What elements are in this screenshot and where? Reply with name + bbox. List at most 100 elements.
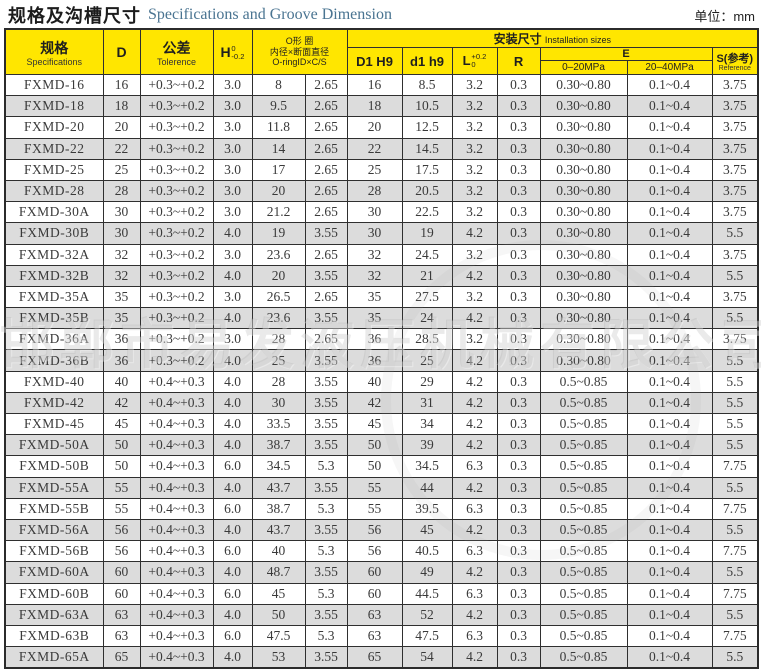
cell-tolerance: +0.3~+0.2 (139, 137, 214, 160)
cell-e-20-40mpa: 0.1~0.4 (626, 264, 713, 287)
cell-e-20-40mpa: 0.1~0.4 (626, 624, 713, 648)
cell-d1-h9-small: 28.5 (401, 328, 453, 351)
cell-e-0-20mpa: 0.30~0.80 (539, 264, 628, 287)
cell-d: 45 (102, 412, 141, 436)
cell-d1-h9-small: 39 (401, 434, 453, 457)
cell-d: 16 (102, 73, 141, 97)
col-header-oring: O形 圈 内径×断面直径 O-ringID×C/S (251, 28, 348, 75)
cell-d1-h9: 35 (346, 285, 403, 309)
unit-label: 单位：mm (694, 8, 755, 24)
table-row: FXMD-30A 30 +0.3~+0.2 3.0 21.2 2.65 30 22.5 3.2 0… (4, 201, 759, 224)
cell-oring-id: 28 (251, 328, 306, 351)
cell-oring-cs: 3.55 (304, 222, 348, 245)
cell-e-0-20mpa: 0.30~0.80 (539, 328, 628, 351)
col-header-d: D (102, 28, 141, 75)
cell-h: 6.0 (212, 540, 253, 563)
cell-d1-h9: 40 (346, 370, 403, 393)
cell-r: 0.3 (496, 222, 541, 245)
cell-tolerance: +0.4~+0.3 (139, 412, 214, 436)
s-label-en: Reference (718, 65, 751, 72)
cell-r: 0.3 (496, 370, 541, 393)
cell-r: 0.3 (496, 561, 541, 584)
cell-d: 40 (102, 370, 141, 393)
cell-s-ref: 5.5 (711, 476, 759, 499)
table-row: FXMD-65A 65 +0.4~+0.3 4.0 53 3.55 65 54 4.2 0.3 0.… (4, 646, 759, 669)
cell-h: 4.0 (212, 646, 253, 669)
table-row: FXMD-32A 32 +0.3~+0.2 3.0 23.6 2.65 32 24.5 3.2 0… (4, 243, 759, 266)
table-row: FXMD-25 25 +0.3~+0.2 3.0 17 2.65 25 17.5 3.2 0.3 0… (4, 158, 759, 181)
cell-oring-cs: 3.55 (304, 518, 348, 542)
cell-h: 3.0 (212, 116, 253, 139)
cell-spec: FXMD-60A (4, 561, 104, 584)
cell-r: 0.3 (496, 95, 541, 118)
cell-oring-id: 53 (251, 646, 306, 669)
cell-d1-h9: 18 (346, 95, 403, 118)
cell-oring-cs: 2.65 (304, 137, 348, 160)
cell-e-0-20mpa: 0.5~0.85 (539, 434, 628, 457)
cell-l: 6.3 (451, 582, 498, 605)
cell-oring-cs: 2.65 (304, 73, 348, 97)
cell-l: 3.2 (451, 116, 498, 139)
cell-h: 3.0 (212, 201, 253, 224)
cell-d1-h9-small: 31 (401, 391, 453, 415)
cell-d1-h9: 28 (346, 179, 403, 203)
cell-r: 0.3 (496, 476, 541, 499)
cell-r: 0.3 (496, 73, 541, 97)
cell-oring-cs: 5.3 (304, 497, 348, 520)
cell-d: 28 (102, 179, 141, 203)
cell-oring-cs: 3.55 (304, 603, 348, 626)
table-row: FXMD-55B 55 +0.4~+0.3 6.0 38.7 5.3 55 39.5 6.3 0.… (4, 497, 759, 520)
cell-l: 4.2 (451, 307, 498, 330)
cell-e-0-20mpa: 0.30~0.80 (539, 243, 628, 266)
table-row: FXMD-35A 35 +0.3~+0.2 3.0 26.5 2.65 35 27.5 3.2 0… (4, 285, 759, 309)
cell-e-20-40mpa: 0.1~0.4 (626, 646, 713, 669)
cell-oring-cs: 3.55 (304, 391, 348, 415)
cell-spec: FXMD-30A (4, 201, 104, 224)
cell-r: 0.3 (496, 434, 541, 457)
cell-l: 4.2 (451, 391, 498, 415)
cell-tolerance: +0.3~+0.2 (139, 349, 214, 372)
cell-d1-h9-small: 17.5 (401, 158, 453, 181)
col-header-l: L +0.2 0 (451, 47, 498, 75)
cell-e-20-40mpa: 0.1~0.4 (626, 285, 713, 309)
cell-e-20-40mpa: 0.1~0.4 (626, 518, 713, 542)
cell-e-0-20mpa: 0.30~0.80 (539, 179, 628, 203)
col-header-h: H 0 -0.2 (212, 28, 253, 75)
cell-h: 4.0 (212, 561, 253, 584)
cell-spec: FXMD-65A (4, 646, 104, 669)
cell-e-20-40mpa: 0.1~0.4 (626, 95, 713, 118)
cell-oring-cs: 5.3 (304, 455, 348, 478)
cell-tolerance: +0.3~+0.2 (139, 158, 214, 181)
cell-h: 6.0 (212, 582, 253, 605)
cell-s-ref: 7.75 (711, 497, 759, 520)
cell-l: 3.2 (451, 243, 498, 266)
cell-e-0-20mpa: 0.5~0.85 (539, 476, 628, 499)
cell-e-0-20mpa: 0.30~0.80 (539, 307, 628, 330)
cell-e-20-40mpa: 0.1~0.4 (626, 243, 713, 266)
cell-d1-h9-small: 25 (401, 349, 453, 372)
cell-d1-h9: 50 (346, 455, 403, 478)
col-header-spec: 规格 Specifications (4, 28, 104, 75)
col-header-tolerance: 公差 Tolerence (139, 28, 214, 75)
cell-e-0-20mpa: 0.5~0.85 (539, 603, 628, 626)
cell-oring-cs: 3.55 (304, 434, 348, 457)
cell-spec: FXMD-50A (4, 434, 104, 457)
cell-l: 3.2 (451, 95, 498, 118)
col-header-d1h9: D1 H9 (346, 47, 403, 75)
cell-spec: FXMD-18 (4, 95, 104, 118)
cell-oring-cs: 2.65 (304, 201, 348, 224)
cell-spec: FXMD-20 (4, 116, 104, 139)
page-title-en: Specifications and Groove Dimension (148, 6, 392, 23)
cell-tolerance: +0.3~+0.2 (139, 328, 214, 351)
cell-d1-h9-small: 39.5 (401, 497, 453, 520)
cell-s-ref: 5.5 (711, 603, 759, 626)
cell-d: 63 (102, 603, 141, 626)
cell-spec: FXMD-42 (4, 391, 104, 415)
table-row: FXMD-50A 50 +0.4~+0.3 4.0 38.7 3.55 50 39 4.2 0.3… (4, 434, 759, 457)
cell-d1-h9-small: 34.5 (401, 455, 453, 478)
cell-e-0-20mpa: 0.30~0.80 (539, 73, 628, 97)
cell-h: 3.0 (212, 328, 253, 351)
cell-s-ref: 3.75 (711, 285, 759, 309)
cell-oring-id: 47.5 (251, 624, 306, 648)
cell-e-20-40mpa: 0.1~0.4 (626, 582, 713, 605)
